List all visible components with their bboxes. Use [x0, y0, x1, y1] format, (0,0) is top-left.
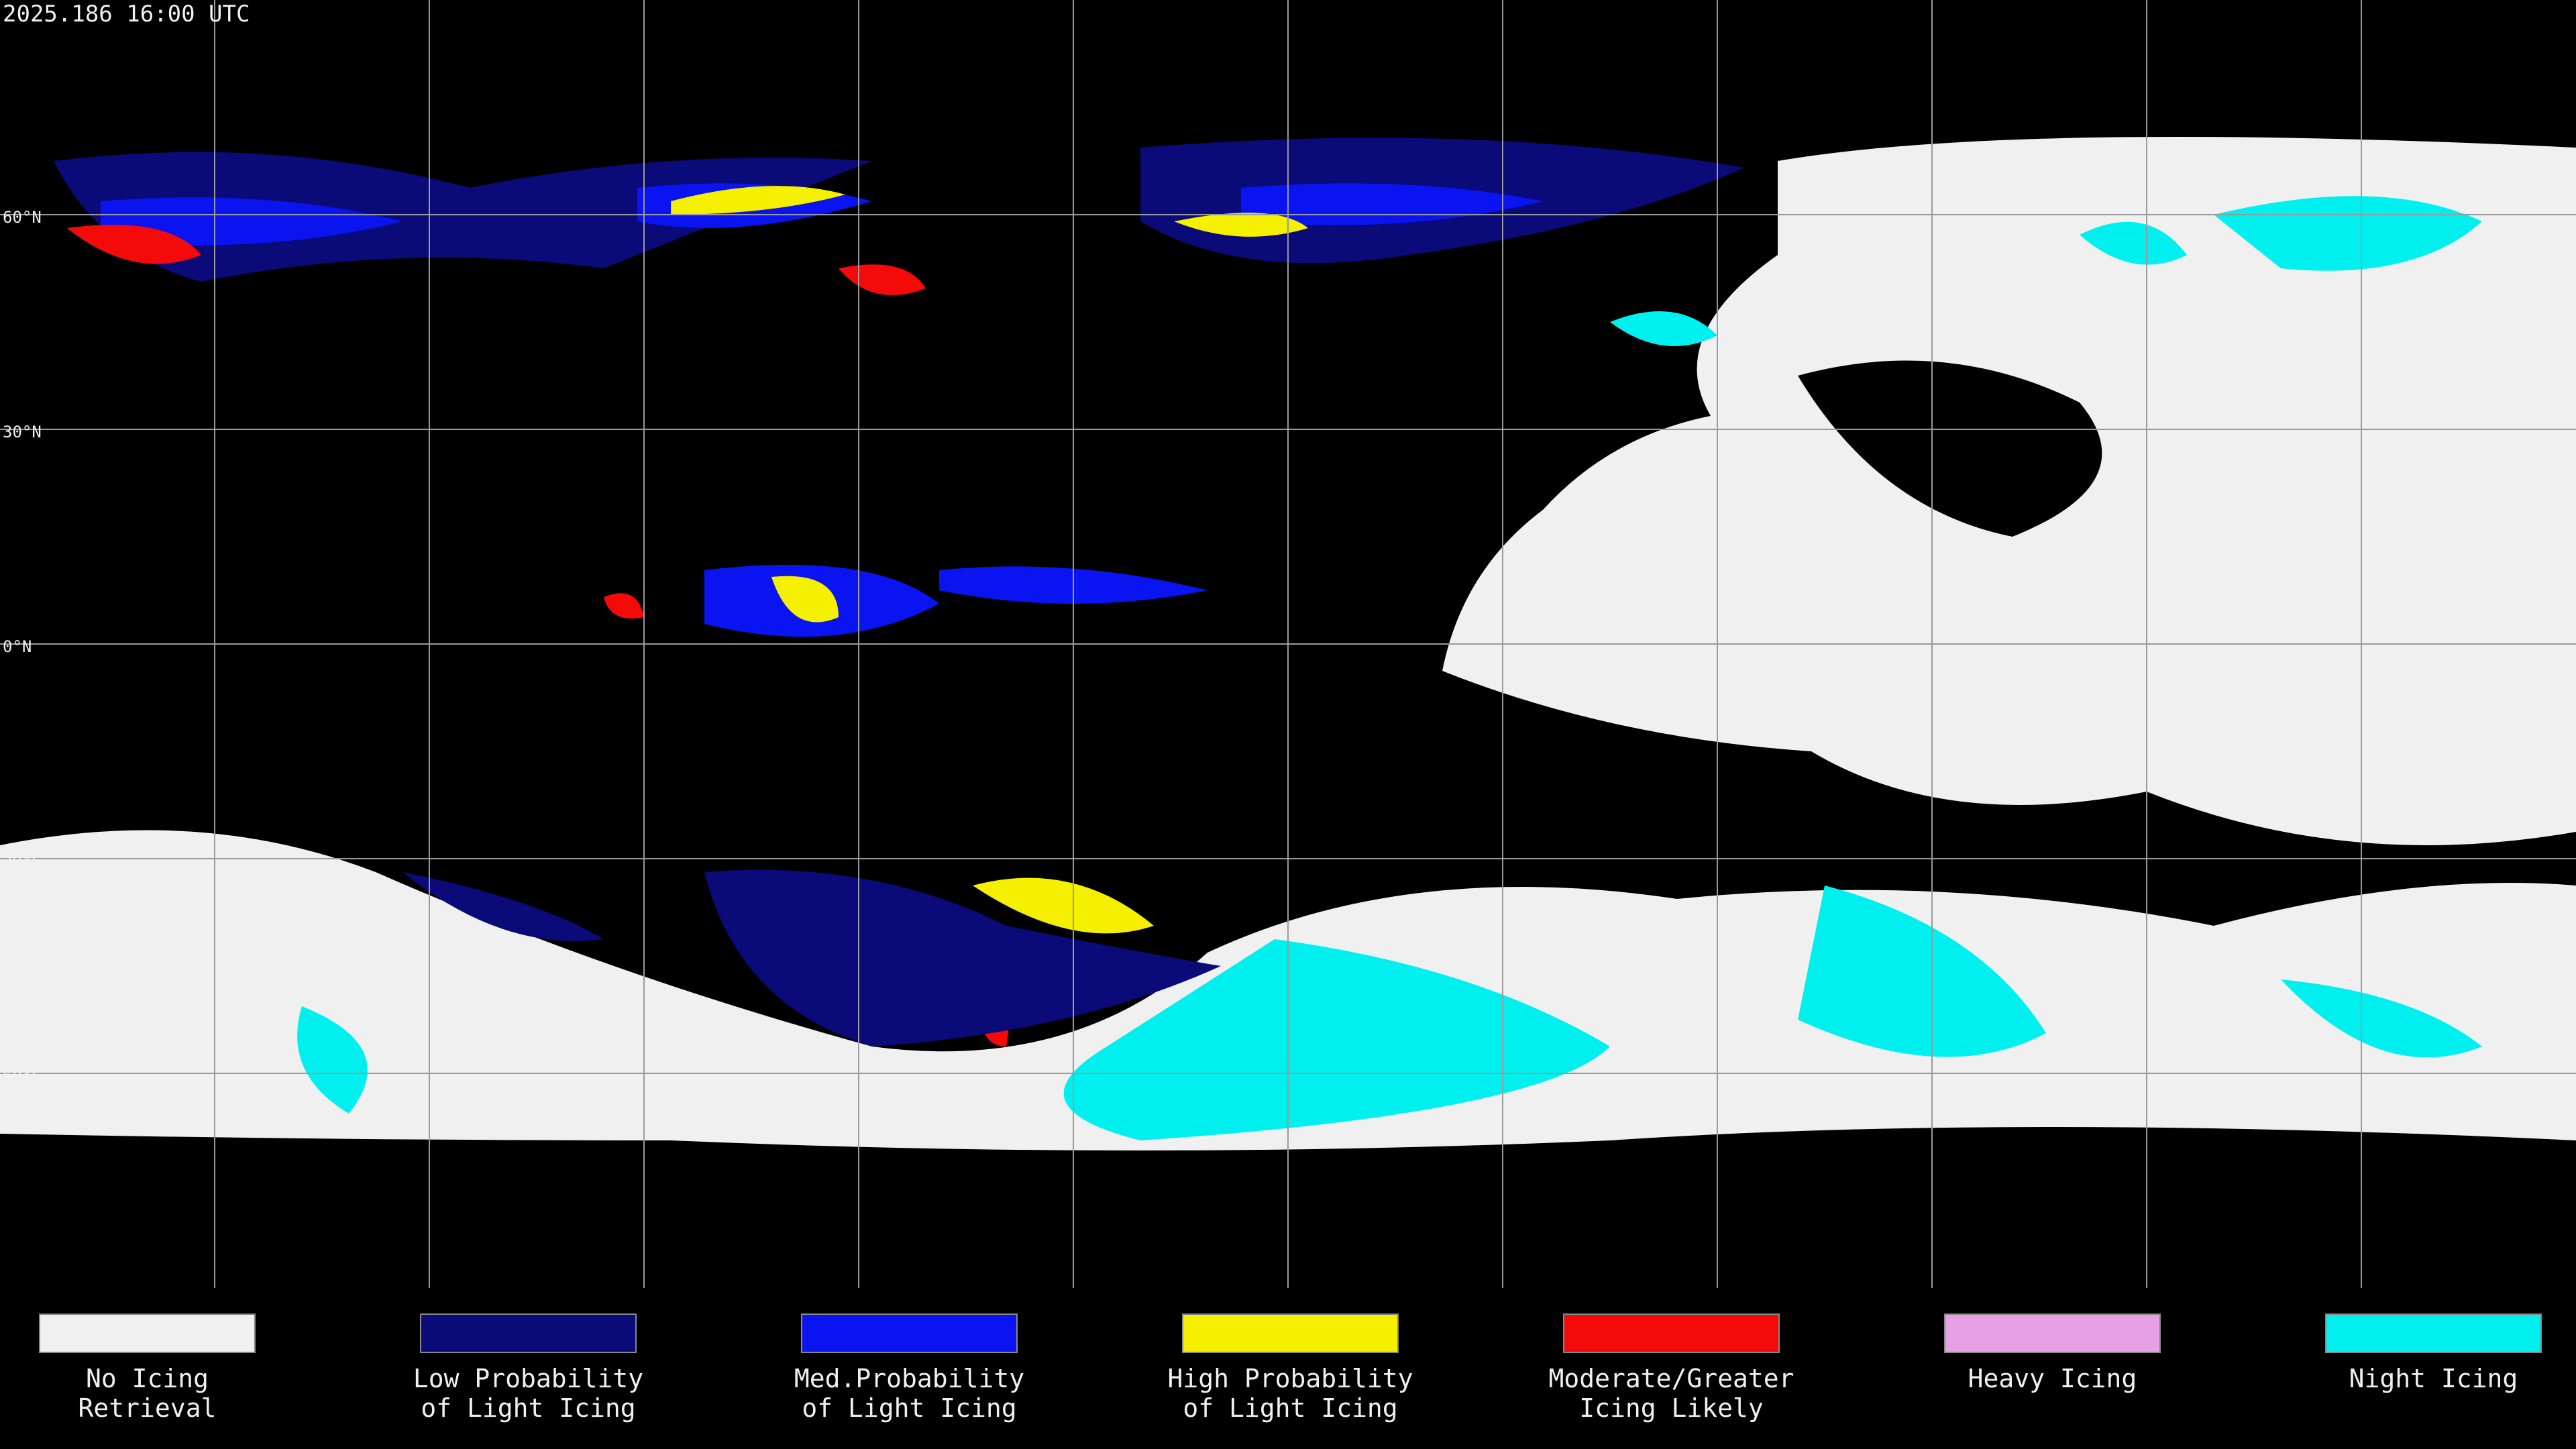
clear-area — [1798, 360, 2102, 537]
graticule: 60°N 30°N 0°N 30°S 60°S — [0, 0, 2576, 1288]
legend-label: Icing Likely — [1579, 1393, 1764, 1423]
legend-swatch — [801, 1313, 1018, 1353]
latitude-label: 0°N — [3, 637, 32, 656]
legend-swatch — [1182, 1313, 1399, 1353]
legend-swatch — [420, 1313, 637, 1353]
legend-label: of Light Icing — [421, 1393, 635, 1423]
legend-label: Moderate/Greater — [1548, 1364, 1794, 1393]
legend-label: No Icing — [86, 1364, 209, 1393]
legend-swatch — [39, 1313, 256, 1353]
legend-label: Low Probability — [413, 1364, 643, 1393]
latitude-label: 30°N — [3, 423, 42, 441]
legend-label: Night Icing — [2349, 1364, 2518, 1393]
latitude-label: 60°S — [3, 1067, 42, 1085]
latitude-label: 30°S — [3, 852, 42, 871]
legend-swatch — [2325, 1313, 2542, 1353]
low-icing-area — [402, 869, 1221, 1046]
low-icing-area — [54, 152, 872, 282]
legend-label: High Probability — [1167, 1364, 1413, 1393]
legend-swatch — [1563, 1313, 1780, 1353]
legend-label: Retrieval — [78, 1393, 217, 1423]
timestamp-title: 2025.186 16:00 UTC — [3, 1, 250, 28]
legend-label: Heavy Icing — [1968, 1364, 2137, 1393]
legend-swatch — [1944, 1313, 2161, 1353]
night-icing-area — [297, 885, 2482, 1140]
legend-label: Med.Probability — [794, 1364, 1024, 1393]
legend-label: of Light Icing — [1183, 1393, 1397, 1423]
night-icing-area — [1610, 196, 2482, 346]
med-icing-area — [101, 183, 1543, 637]
legend-label: of Light Icing — [802, 1393, 1016, 1423]
latitude-label: 60°N — [3, 208, 42, 227]
